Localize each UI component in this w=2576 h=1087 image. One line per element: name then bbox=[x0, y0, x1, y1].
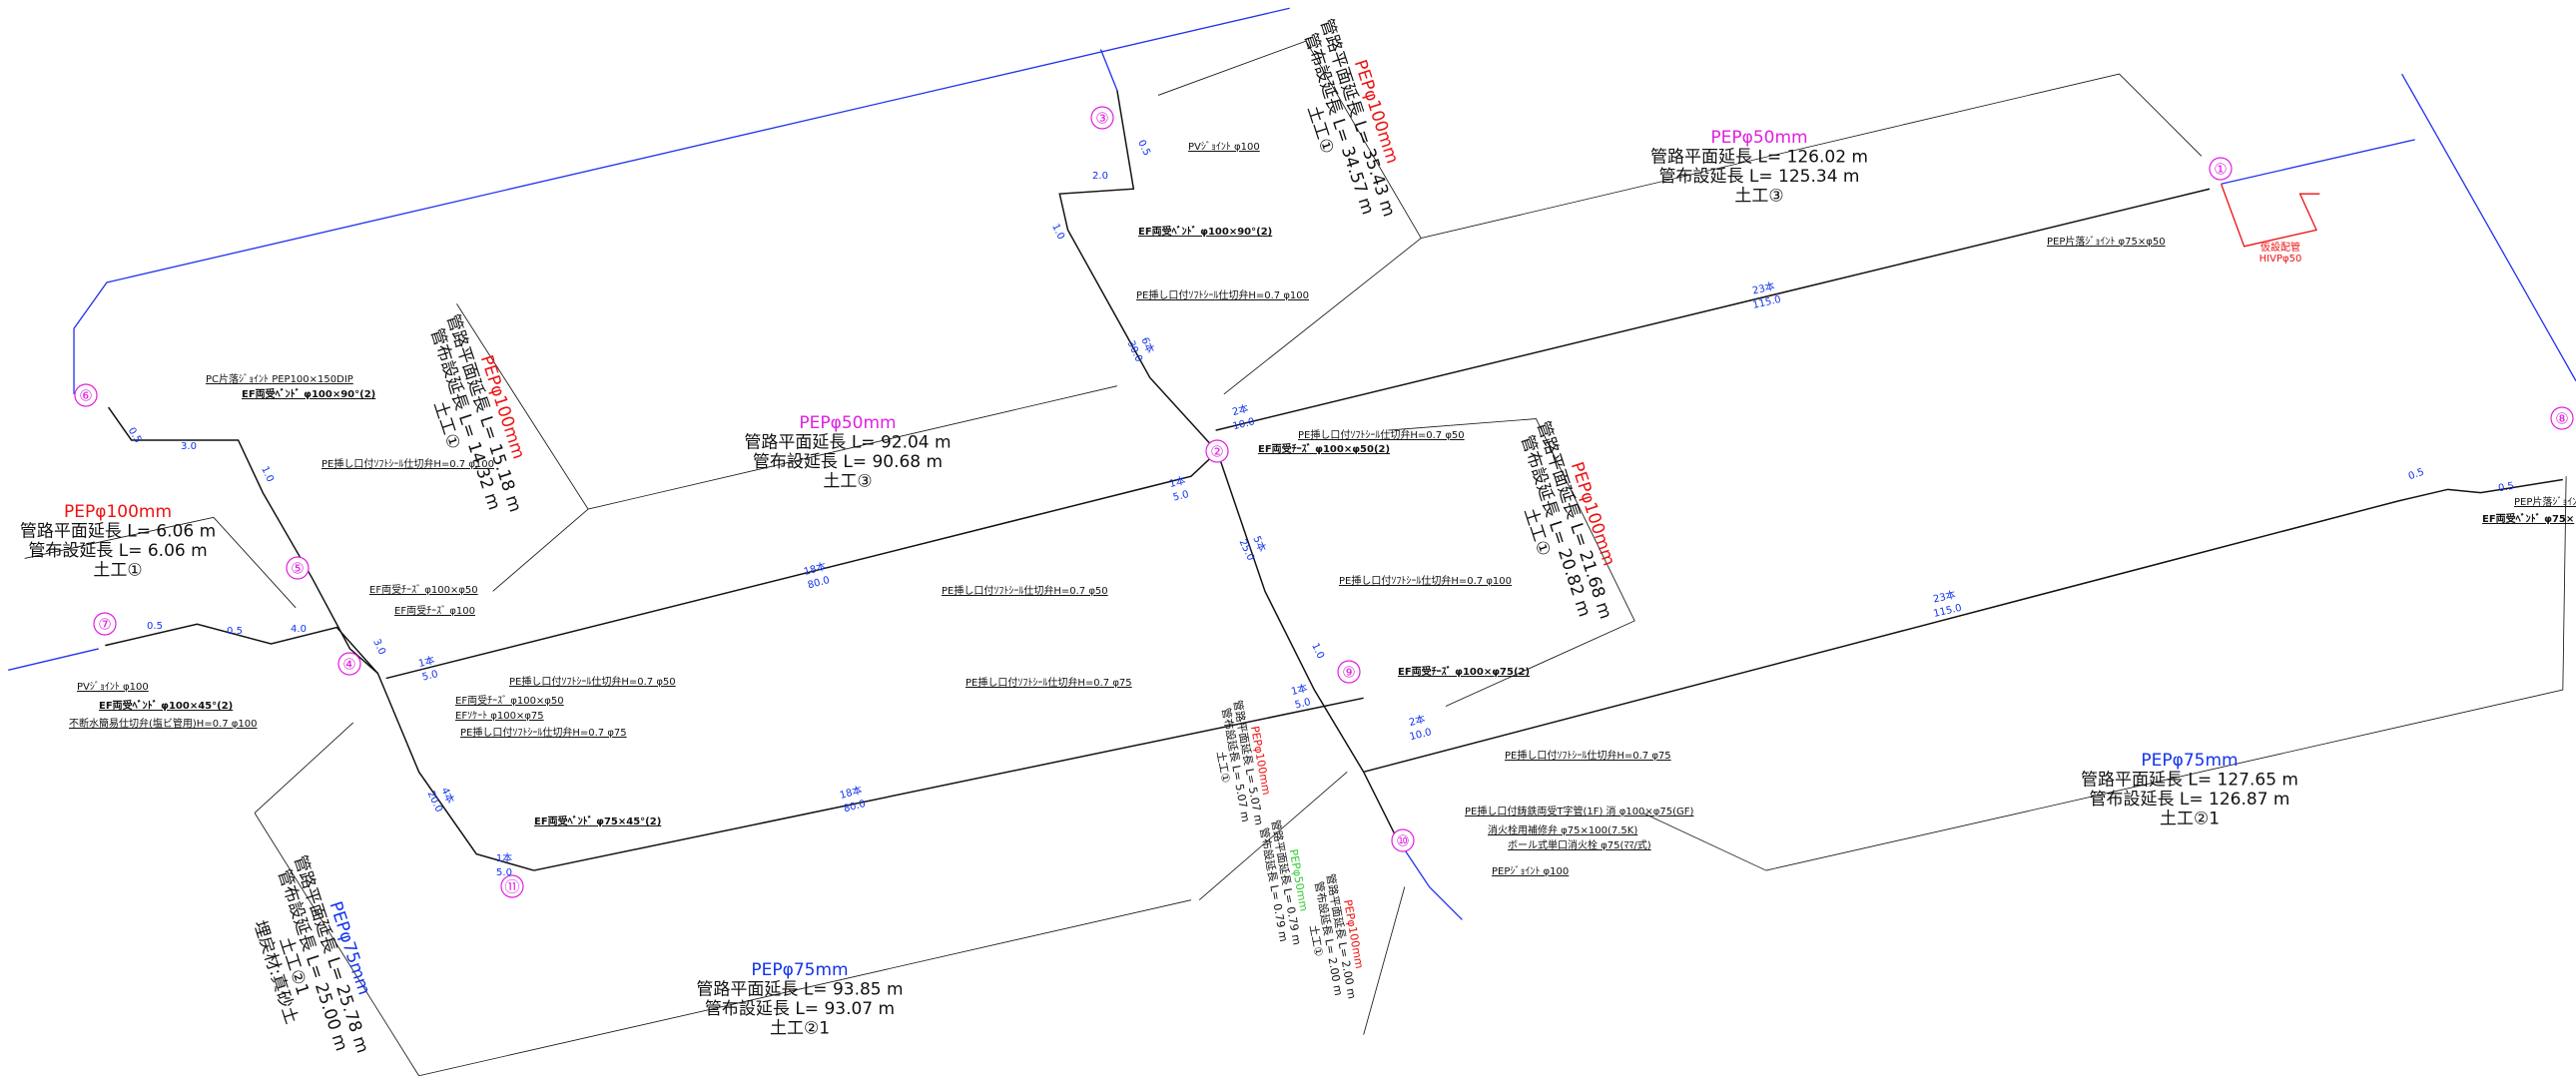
fitting-annotation: PVｼﾞｮｲﾝﾄ φ100 bbox=[77, 681, 149, 693]
fitting-annotation: EF両受ﾁｰｽﾞ φ100×φ50(2) bbox=[1258, 442, 1390, 455]
pipe-label-title: PEPφ50mm bbox=[1710, 128, 1807, 148]
segment-count: 1本 bbox=[496, 851, 512, 864]
fitting-annotation: PE挿し口付ｿﾌﾄｼｰﾙ仕切弁H=0.7 φ100 bbox=[1339, 574, 1512, 587]
pipe-label-line: 管布設延長 L= 90.68 m bbox=[753, 452, 943, 472]
pipe-label-line: 土工②1 bbox=[2160, 810, 2220, 829]
pipe-label-line: 土工②1 bbox=[770, 1019, 830, 1039]
fitting-annotation: EF両受ﾍﾞﾝﾄﾞ φ100×90°(2) bbox=[242, 387, 375, 400]
fitting-annotation: EF両受ﾍﾞﾝﾄﾞ φ75×45°(2) bbox=[534, 815, 661, 827]
fitting-annotation: PC片落ｼﾞｮｲﾝﾄ PEP100×150DIP bbox=[206, 372, 353, 385]
pipe-label-title: PEPφ100mm bbox=[64, 502, 172, 522]
fitting-annotation: PE挿し口付ｿﾌﾄｼｰﾙ仕切弁H=0.7 φ75 bbox=[460, 726, 627, 739]
fitting-annotation: EF両受ﾍﾞﾝﾄﾞ φ100×90°(2) bbox=[1138, 225, 1272, 238]
node-label: ⑦ bbox=[98, 616, 111, 634]
pipe-label-title: PEPφ75mm bbox=[751, 960, 848, 980]
node-label: ⑪ bbox=[504, 878, 519, 896]
node-label: ⑧ bbox=[2555, 410, 2568, 428]
fitting-annotation: PE挿し口付ｿﾌﾄｼｰﾙ仕切弁H=0.7 φ75 bbox=[1505, 749, 1671, 762]
fitting-annotation: PE挿し口付ｿﾌﾄｼｰﾙ仕切弁H=0.7 φ100 bbox=[322, 457, 494, 470]
fitting-annotation: EF両受ﾁｰｽﾞ φ100 bbox=[394, 605, 475, 617]
fitting-annotation: EF両受ﾁｰｽﾞ φ100×φ75(2) bbox=[1398, 665, 1530, 678]
pipe-label-title: PEPφ75mm bbox=[2141, 751, 2238, 771]
fitting-annotation: PE挿し口付ｿﾌﾄｼｰﾙ仕切弁H=0.7 φ100 bbox=[1136, 288, 1309, 301]
fitting-annotation: PE挿し口付ｿﾌﾄｼｰﾙ仕切弁H=0.7 φ50 bbox=[1298, 428, 1465, 441]
pipe-label-line: 管路平面延長 L= 126.02 m bbox=[1650, 148, 1868, 168]
piping-drawing: ①②③④⑤⑥⑦⑧⑨⑩⑪PEPφ50mm管路平面延長 L= 126.02 m管布設… bbox=[0, 0, 2576, 1083]
fitting-annotation: EF両受ﾁｰｽﾞ φ100×φ50 bbox=[455, 695, 564, 707]
node-label: ⑩ bbox=[1396, 832, 1409, 850]
node-label: ⑤ bbox=[291, 560, 304, 578]
pipe-label-line: 土工③ bbox=[1734, 187, 1783, 207]
fitting-annotation: PE挿し口付ｿﾌﾄｼｰﾙ仕切弁H=0.7 φ75 bbox=[966, 676, 1132, 689]
node-label: ⑥ bbox=[79, 387, 92, 405]
fitting-annotation: EF両受ﾍﾞﾝﾄﾞ φ75× bbox=[2482, 512, 2574, 525]
fitting-annotation: EFｿｹｰﾄ φ100×φ75 bbox=[455, 710, 544, 722]
fitting-annotation: PE挿し口付鋳鉄両受T字管(1F) 消 φ100×φ75(GF) bbox=[1465, 805, 1694, 817]
page: {"nodes": ["①", "②", "③", "④", "⑤", "⑥",… bbox=[0, 0, 2576, 1083]
fitting-annotation: PVｼﾞｮｲﾝﾄ φ100 bbox=[1188, 141, 1260, 153]
node-label: ② bbox=[1210, 443, 1223, 461]
dimension-label: 0.5 bbox=[227, 626, 243, 637]
pipe-label-line: 土工③ bbox=[823, 472, 872, 492]
node-label: ④ bbox=[342, 656, 355, 674]
dimension-label: 4.0 bbox=[291, 624, 307, 635]
pipe-label-line: 管路平面延長 L= 92.04 m bbox=[744, 433, 951, 453]
fitting-annotation: 不断水簡易仕切弁(塩ビ管用)H=0.7 φ100 bbox=[69, 717, 257, 730]
dimension-label: 3.0 bbox=[181, 441, 197, 452]
temporary-pipe-label: 仮設配管 bbox=[2260, 241, 2300, 254]
fitting-annotation: PEP片落ｼﾞｮｲﾝﾄ bbox=[2514, 495, 2576, 508]
dimension-label: 0.5 bbox=[147, 621, 163, 632]
fitting-annotation: PE挿し口付ｿﾌﾄｼｰﾙ仕切弁H=0.7 φ50 bbox=[942, 584, 1108, 597]
pipe-label-line: 土工① bbox=[93, 561, 142, 581]
node-label: ③ bbox=[1095, 110, 1108, 128]
pipe-label-title: PEPφ50mm bbox=[799, 413, 896, 433]
fitting-annotation: EF両受ﾁｰｽﾞ φ100×φ50 bbox=[369, 584, 478, 596]
pipe-label-line: 管布設延長 L= 126.87 m bbox=[2090, 790, 2290, 810]
pipe-label-line: 管路平面延長 L= 93.85 m bbox=[696, 980, 903, 1000]
pipe-label-line: 管布設延長 L= 6.06 m bbox=[28, 541, 207, 561]
fitting-annotation: PEPｼﾞｮｲﾝﾄ φ100 bbox=[1492, 865, 1569, 877]
pipe-label-line: 管路平面延長 L= 127.65 m bbox=[2081, 771, 2298, 791]
fitting-annotation: 消火栓用補修弁 φ75×100(7.5K) bbox=[1488, 823, 1637, 836]
pipe-label-line: 管路平面延長 L= 6.06 m bbox=[20, 522, 216, 542]
node-label: ① bbox=[2214, 161, 2227, 179]
temporary-pipe-label: HIVPφ50 bbox=[2259, 254, 2302, 265]
pipe-label-line: 管布設延長 L= 93.07 m bbox=[705, 999, 895, 1019]
node-label: ⑨ bbox=[1342, 664, 1355, 682]
fitting-annotation: PEP片落ｼﾞｮｲﾝﾄ φ75×φ50 bbox=[2047, 235, 2166, 248]
fitting-annotation: EF両受ﾍﾞﾝﾄﾞ φ100×45°(2) bbox=[99, 699, 233, 712]
dimension-label: 2.0 bbox=[1092, 171, 1108, 182]
fitting-annotation: ボール式単口消火栓 φ75(ﾏﾏ/式) bbox=[1508, 838, 1651, 851]
fitting-annotation: PE挿し口付ｿﾌﾄｼｰﾙ仕切弁H=0.7 φ50 bbox=[509, 675, 676, 688]
pipe-label-line: 管布設延長 L= 125.34 m bbox=[1659, 167, 1860, 187]
segment-length: 5.0 bbox=[496, 867, 512, 878]
